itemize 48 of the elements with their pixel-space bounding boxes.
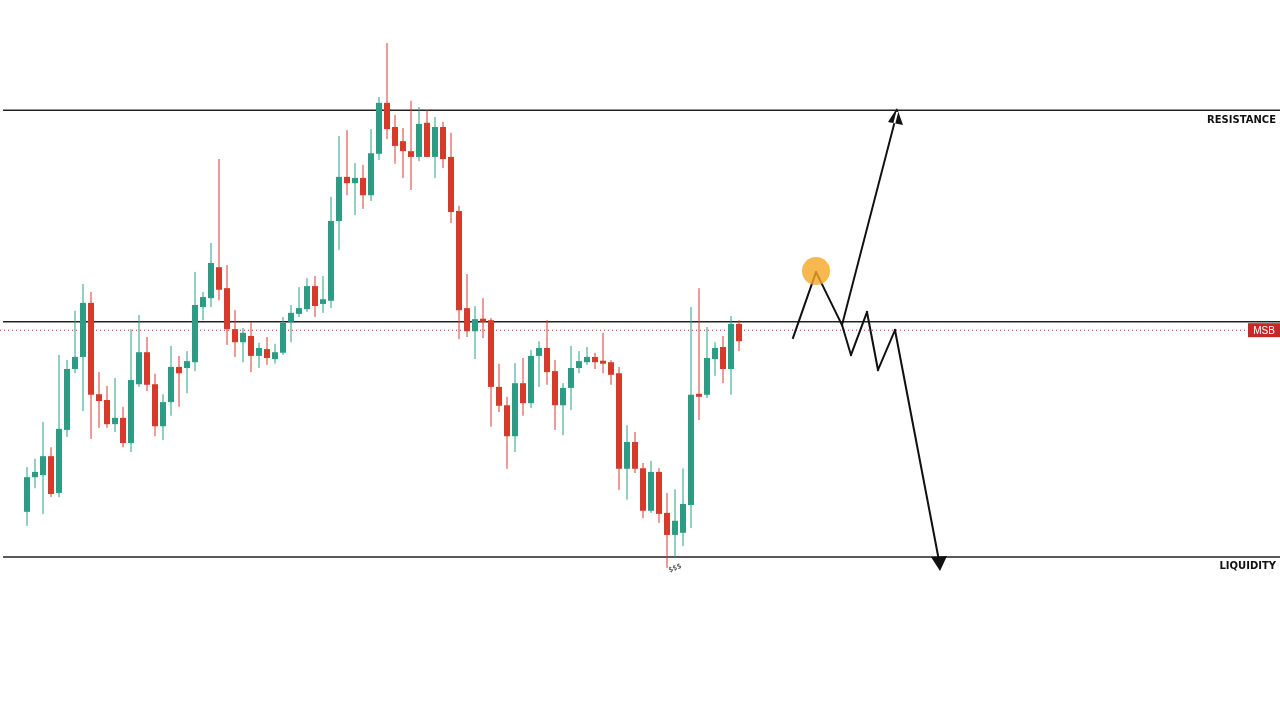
candlestick (472, 305, 478, 360)
candlestick (112, 377, 118, 433)
ref-line-label: MSB (1253, 324, 1276, 336)
candlestick (576, 350, 582, 374)
candlestick (304, 277, 310, 313)
candlestick (664, 492, 670, 569)
candlestick (320, 275, 326, 314)
candlestick (96, 371, 102, 429)
candlestick (584, 346, 590, 366)
candlestick (40, 421, 46, 515)
candlestick (200, 291, 206, 321)
candlestick (592, 352, 598, 370)
candlestick (720, 335, 726, 384)
ref-line-label: LIQUIDITY (1219, 560, 1277, 572)
candlestick (256, 342, 262, 369)
candlestick (464, 273, 470, 338)
candlestick (560, 382, 566, 436)
candlestick (216, 158, 222, 301)
candlestick (608, 359, 614, 386)
candlestick (32, 458, 38, 489)
candlestick (600, 332, 606, 374)
candlestick (712, 341, 718, 377)
candlestick (232, 309, 238, 358)
candlestick (296, 286, 302, 318)
candlestick (352, 162, 358, 216)
candlestick (392, 114, 398, 165)
candlestick (736, 319, 742, 352)
candlestick (520, 357, 526, 417)
candlestick (408, 100, 414, 191)
candlestick (400, 127, 406, 179)
candlestick (312, 275, 318, 318)
candlestick (184, 350, 190, 394)
candlestick (288, 304, 294, 343)
candlestick (248, 321, 254, 373)
candlestick (480, 297, 486, 339)
candlestick (344, 129, 350, 196)
candlestick (360, 164, 366, 210)
candlestick (568, 345, 574, 411)
candlestick (264, 336, 270, 366)
candlestick (696, 287, 702, 421)
candlestick (72, 310, 78, 374)
candlestick (176, 355, 182, 408)
candlestick (536, 340, 542, 388)
candlestick (672, 488, 678, 558)
candlestick (496, 363, 502, 413)
ref-line-label: RESISTANCE (1207, 113, 1277, 125)
candlestick (240, 327, 246, 363)
candlestick (272, 343, 278, 365)
